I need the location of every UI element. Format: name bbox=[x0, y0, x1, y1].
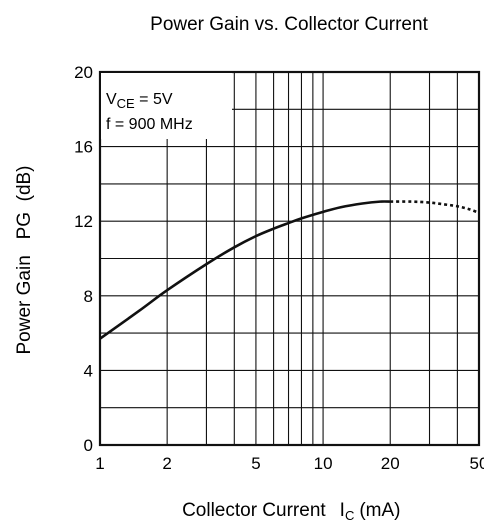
x-tick-label: 1 bbox=[95, 454, 104, 473]
x-tick-label: 50 bbox=[470, 454, 484, 473]
annotation-box bbox=[101, 73, 232, 139]
annotation-frequency: f = 900 MHz bbox=[106, 116, 193, 133]
y-tick-label: 12 bbox=[74, 212, 93, 231]
y-tick-label: 0 bbox=[84, 436, 93, 455]
x-tick-label: 20 bbox=[381, 454, 400, 473]
chart-title: Power Gain vs. Collector Current bbox=[150, 14, 428, 35]
annotation-vce-value: = 5V bbox=[135, 91, 173, 108]
x-axis-ticks: 1 2 5 10 20 50 bbox=[95, 454, 484, 473]
power-gain-curve bbox=[99, 200, 391, 340]
x-axis-label-unit: (mA) bbox=[359, 500, 400, 521]
x-axis-label-main: Collector Current bbox=[182, 500, 326, 521]
y-axis-ticks: 0 4 8 12 16 20 bbox=[74, 63, 93, 455]
y-tick-label: 4 bbox=[84, 361, 93, 380]
x-axis-label: Collector Current IC (mA) bbox=[156, 500, 417, 523]
annotation-vce: VCE = 5V bbox=[106, 91, 173, 111]
x-axis-label-subscript: C bbox=[345, 508, 354, 523]
x-axis-label-symbol: I bbox=[340, 500, 345, 521]
y-axis-label: Power Gain PG (dB) bbox=[14, 165, 35, 354]
y-tick-label: 16 bbox=[74, 138, 93, 157]
y-tick-label: 8 bbox=[84, 287, 93, 306]
annotation-vce-symbol: V bbox=[106, 91, 117, 108]
y-tick-label: 20 bbox=[74, 63, 93, 82]
power-gain-curve-extrapolated bbox=[390, 200, 480, 215]
x-tick-label: 5 bbox=[251, 454, 260, 473]
annotation-vce-subscript: CE bbox=[117, 96, 135, 111]
x-tick-label: 2 bbox=[162, 454, 171, 473]
series-layer bbox=[99, 200, 480, 340]
plot-frame bbox=[98, 70, 481, 447]
x-tick-label: 10 bbox=[314, 454, 333, 473]
